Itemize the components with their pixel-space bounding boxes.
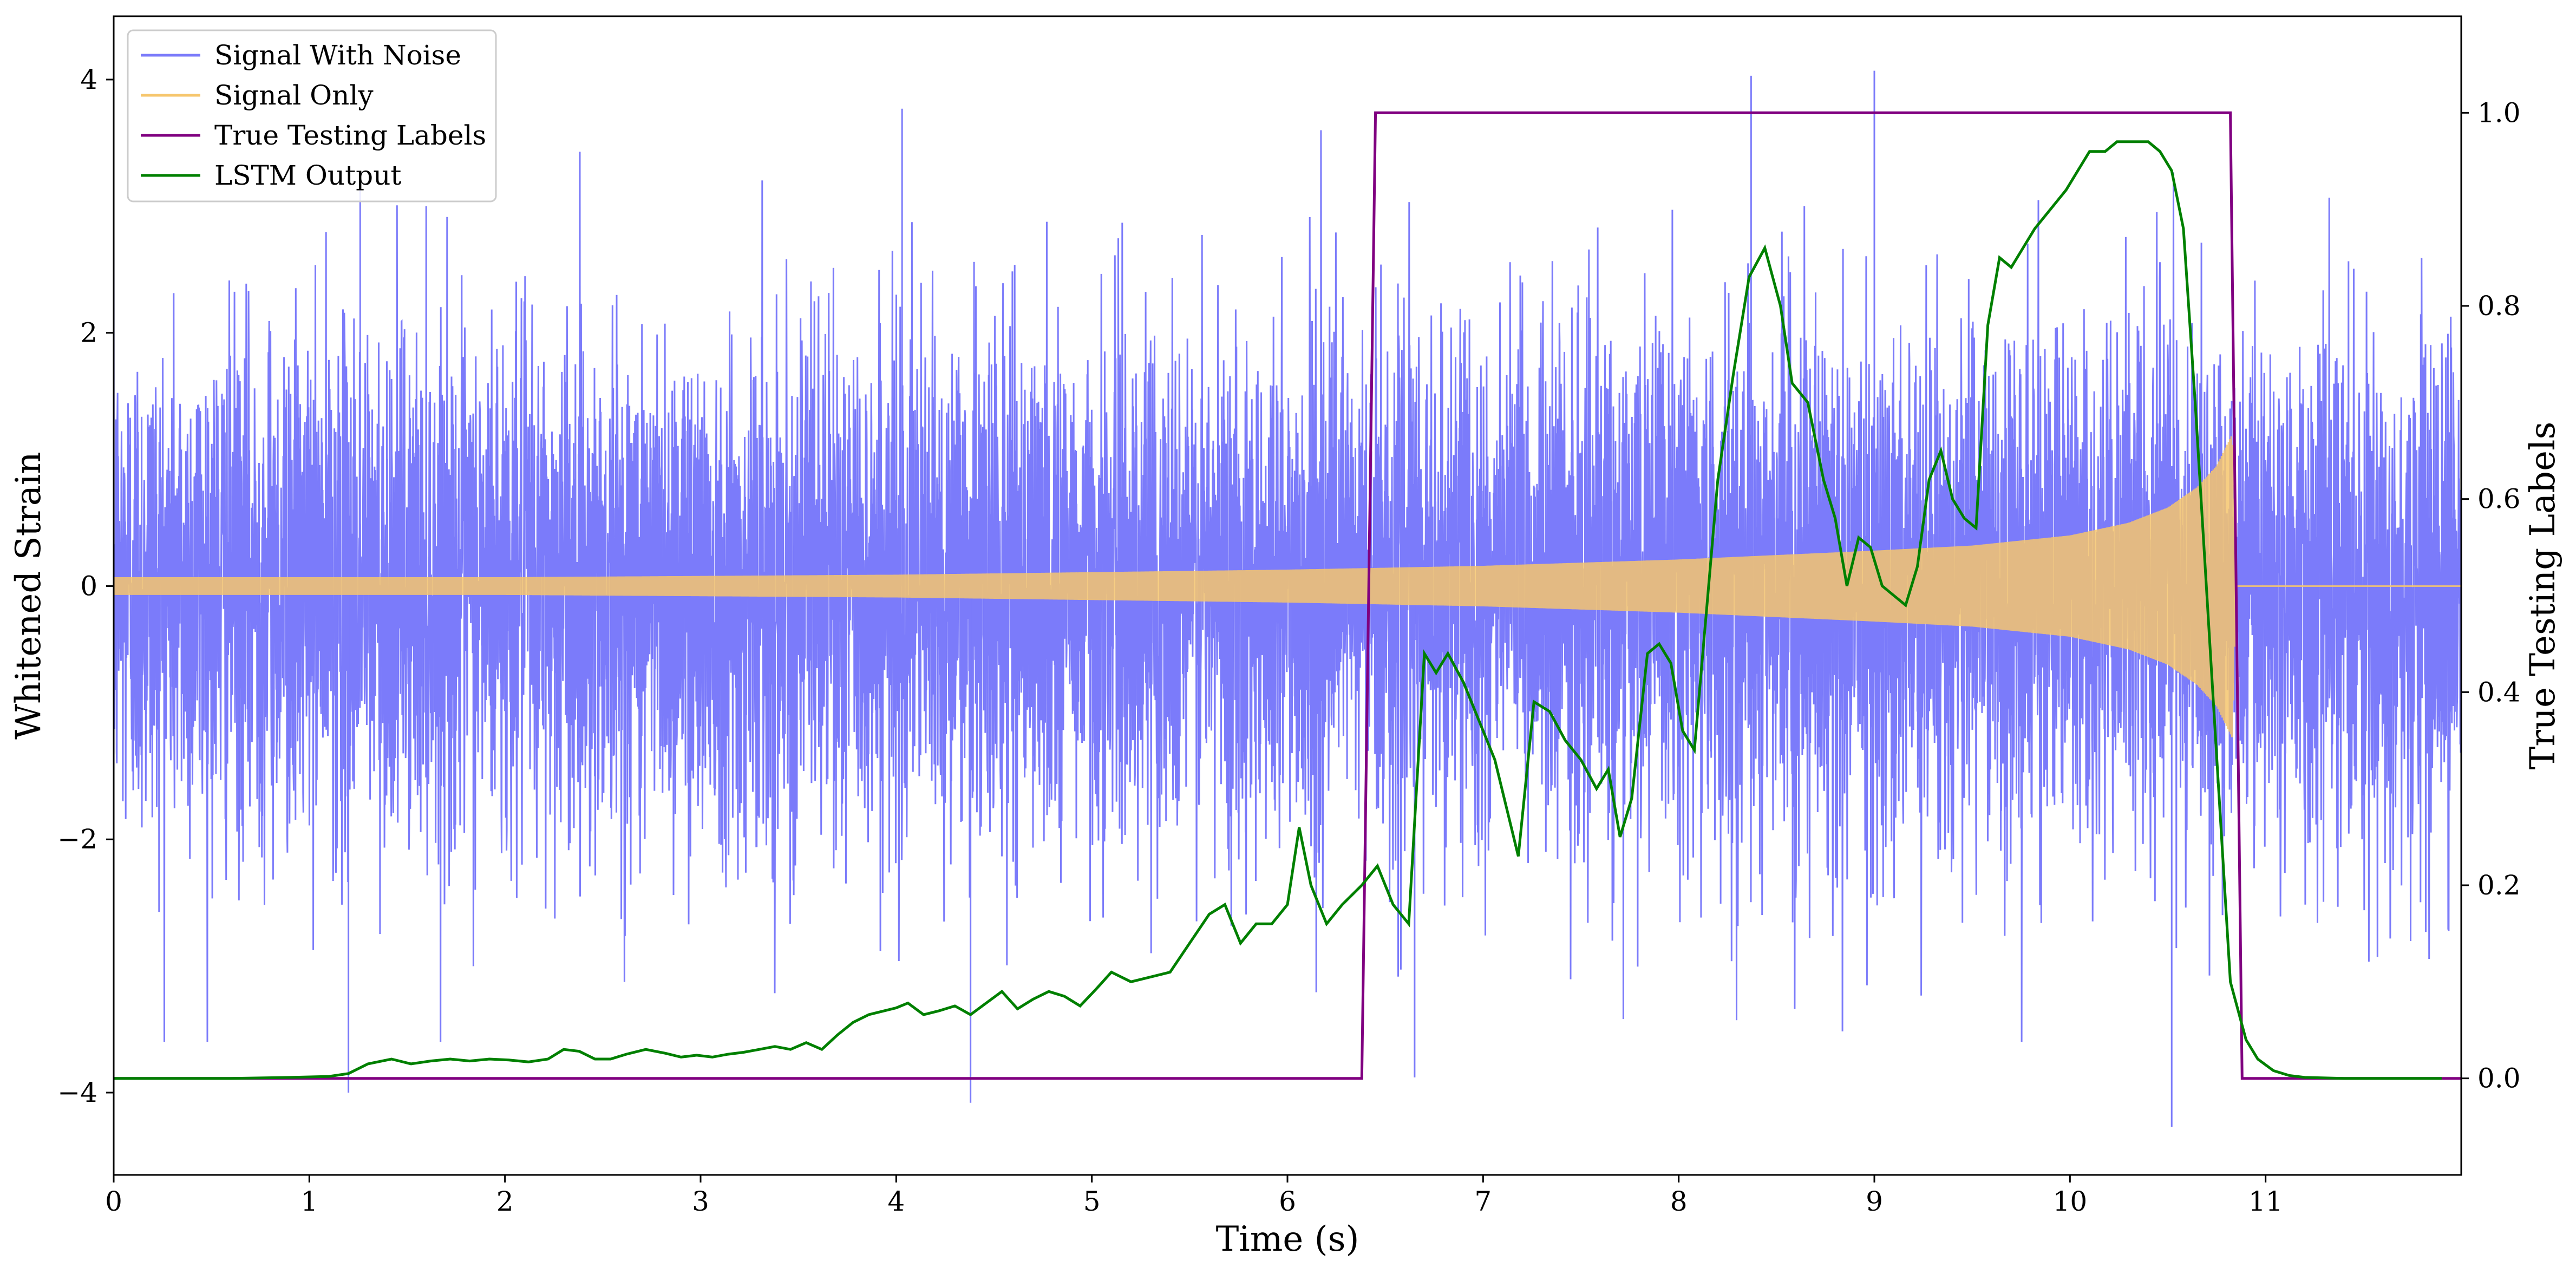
x-axis-title: Time (s) <box>1216 1219 1359 1259</box>
x-tick-label: 6 <box>1279 1186 1296 1217</box>
y-left-tick-label: 0 <box>80 570 97 602</box>
axes: 0 1 2 3 4 5 6 7 8 9 10 11 −4 −2 0 2 4 0.0 0.2 0.4 0.6 0.8 1.0 <box>57 64 2520 1217</box>
y-right-tick-label: 0.6 <box>2477 484 2521 515</box>
y-right-tick-label: 0.8 <box>2477 290 2521 322</box>
y-left-tick-label: 4 <box>80 64 97 95</box>
plot-area <box>114 70 2461 1127</box>
y-right-tick-label: 0.0 <box>2477 1063 2521 1094</box>
legend-label: Signal Only <box>214 80 374 111</box>
x-tick-label: 4 <box>887 1186 905 1217</box>
right-y-axis-title: True Testing Labels <box>2523 422 2563 770</box>
x-tick-label: 11 <box>2248 1186 2283 1217</box>
x-tick-label: 9 <box>1866 1186 1883 1217</box>
x-tick-label: 10 <box>2053 1186 2088 1217</box>
series-true-testing-labels <box>114 111 2461 1080</box>
left-y-axis-title: Whitened Strain <box>9 452 49 739</box>
x-tick-label: 8 <box>1670 1186 1688 1217</box>
y-right-tick-label: 0.4 <box>2477 676 2521 708</box>
legend-label: True Testing Labels <box>214 120 486 151</box>
y-right-tick-label: 1.0 <box>2477 97 2521 128</box>
series-lstm-output <box>114 140 2442 1080</box>
series-signal-only <box>114 436 2461 737</box>
y-right-tick-label: 0.2 <box>2477 870 2521 901</box>
y-left-tick-label: −2 <box>57 824 97 855</box>
x-tick-label: 2 <box>496 1186 514 1217</box>
x-tick-label: 5 <box>1083 1186 1101 1217</box>
x-tick-label: 3 <box>692 1186 709 1217</box>
x-tick-label: 0 <box>105 1186 122 1217</box>
x-tick-label: 7 <box>1474 1186 1492 1217</box>
x-tick-label: 1 <box>300 1186 318 1217</box>
y-left-tick-label: −4 <box>57 1077 97 1108</box>
legend-label: Signal With Noise <box>214 40 461 71</box>
y-left-tick-label: 2 <box>80 317 97 349</box>
legend: Signal With Noise Signal Only True Testing… <box>127 29 497 202</box>
legend-box <box>127 29 497 202</box>
legend-label: LSTM Output <box>214 160 401 191</box>
